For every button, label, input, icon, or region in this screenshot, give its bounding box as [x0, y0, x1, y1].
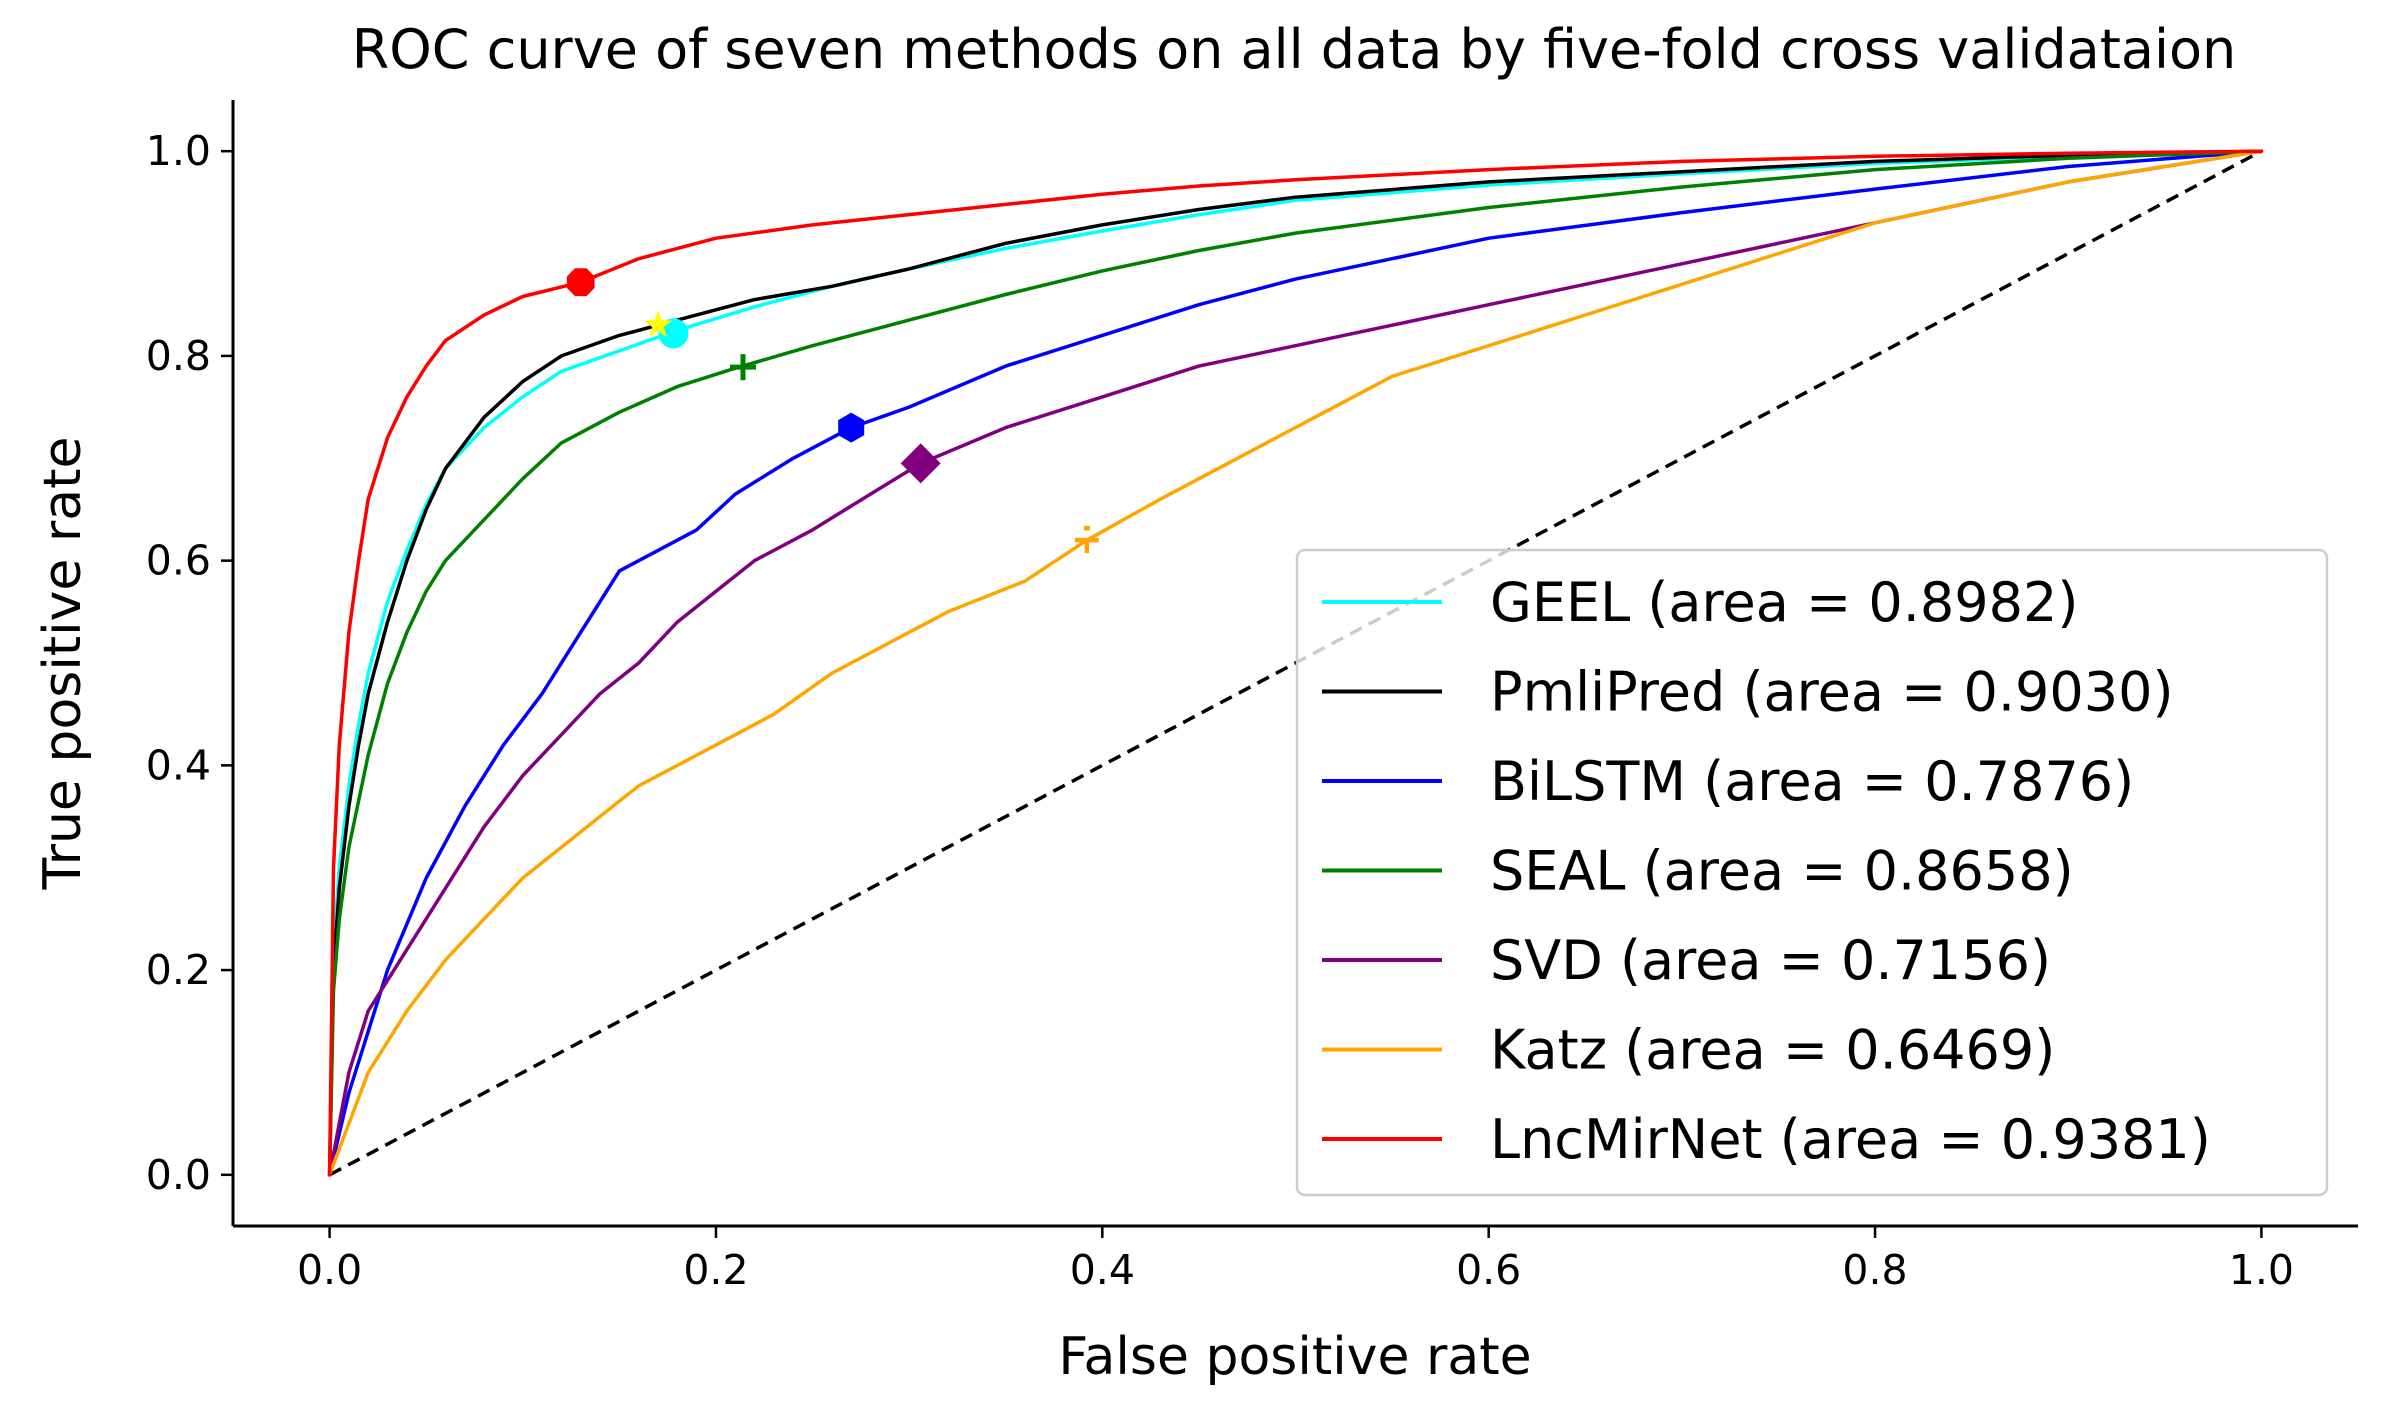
x-tick-label: 1.0 [2229, 1246, 2294, 1294]
x-tick-label: 0.8 [1842, 1246, 1907, 1294]
legend-entry-lncmirnet: LncMirNet (area = 0.9381) [1322, 1108, 2211, 1171]
series-marker-geel [658, 318, 689, 349]
legend-frame [1295, 548, 2329, 1197]
legend-label-pmlipred: PmliPred (area = 0.9030) [1490, 661, 2174, 724]
series-marker-bilstm [838, 412, 865, 443]
series-marker-seal [730, 354, 756, 381]
legend-label-lncmirnet: LncMirNet (area = 0.9381) [1490, 1108, 2211, 1171]
x-tick-label: 0.4 [1070, 1246, 1135, 1294]
legend-label-svd: SVD (area = 0.7156) [1490, 929, 2051, 992]
y-tick-label: 0.2 [146, 946, 211, 994]
legend-label-bilstm: BiLSTM (area = 0.7876) [1490, 750, 2134, 813]
y-tick-label: 0.0 [146, 1151, 211, 1199]
legend-entries: GEEL (area = 0.8982) PmliPred (area = 0.9… [1322, 571, 2211, 1171]
legend-entry-katz: Katz (area = 0.6469) [1322, 1019, 2055, 1082]
x-tick-label: 0.6 [1456, 1246, 1521, 1294]
legend-entry-svd: SVD (area = 0.7156) [1322, 929, 2051, 992]
y-tick-label: 1.0 [146, 127, 211, 175]
legend-entry-bilstm: BiLSTM (area = 0.7876) [1322, 750, 2134, 813]
y-tick-label: 0.6 [146, 537, 211, 585]
series-line-geel [327, 149, 2264, 1177]
y-axis-label: True positive rate [33, 436, 93, 890]
series-marker-pmlipred [643, 310, 673, 338]
x-tick-label: 0.0 [297, 1246, 362, 1294]
series-line-seal [327, 149, 2264, 1177]
series-line-bilstm [327, 149, 2264, 1177]
series-line-pmlipred [327, 149, 2264, 1177]
series-line-lncmirnet [327, 149, 2264, 1177]
y-tick-label: 0.8 [146, 332, 211, 380]
x-axis-label: False positive rate [1058, 1327, 1531, 1387]
legend-label-geel: GEEL (area = 0.8982) [1490, 571, 2078, 634]
series-marker-svd [900, 443, 941, 484]
series-marker-katz [1074, 525, 1099, 554]
legend-entry-seal: SEAL (area = 0.8658) [1322, 840, 2074, 903]
plot-area [327, 149, 2264, 1177]
legend: GEEL (area = 0.8982) PmliPred (area = 0.9… [1295, 548, 2329, 1197]
legend-label-seal: SEAL (area = 0.8658) [1490, 840, 2074, 903]
series-line-katz [327, 149, 2264, 1177]
y-axis-ticks: 0.0 0.2 0.4 0.6 0.8 1.0 [146, 127, 233, 1199]
legend-entry-geel: GEEL (area = 0.8982) [1322, 571, 2078, 634]
chart-title: ROC curve of seven methods on all data b… [352, 18, 2237, 81]
x-tick-label: 0.2 [683, 1246, 748, 1294]
series-line-svd [327, 149, 2264, 1177]
x-axis-ticks: 0.0 0.2 0.4 0.6 0.8 1.0 [297, 1226, 2294, 1294]
series-marker-lncmirnet [566, 268, 595, 297]
diagonal-reference-line [328, 149, 2263, 1177]
legend-entry-pmlipred: PmliPred (area = 0.9030) [1322, 661, 2174, 724]
legend-label-katz: Katz (area = 0.6469) [1490, 1019, 2055, 1082]
y-tick-label: 0.4 [146, 741, 211, 789]
